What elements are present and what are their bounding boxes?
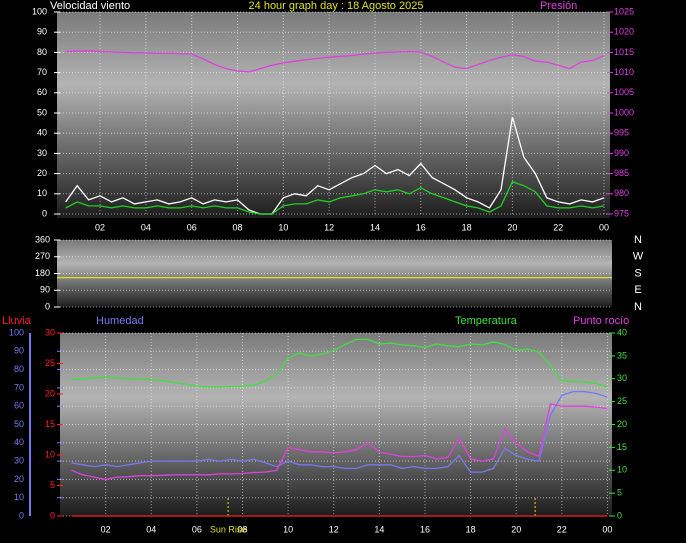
- y2-tick-label: 20: [45, 388, 55, 398]
- y-tick-label: 0: [45, 301, 50, 311]
- x-tick-label: 08: [237, 524, 247, 534]
- x-tick-label: 04: [141, 222, 151, 232]
- y-tick-label: 270: [35, 251, 50, 261]
- y-tick-label: 90: [40, 285, 50, 295]
- series-line: [65, 50, 605, 73]
- x-tick-label: 06: [192, 524, 202, 534]
- y2-tick-label: 30: [45, 327, 55, 337]
- compass-label: S: [634, 267, 641, 279]
- y-tick-label: 90: [14, 346, 24, 356]
- series-line: [71, 338, 608, 388]
- y-tick-label: 70: [37, 67, 47, 77]
- y-tick-label: 30: [14, 455, 24, 465]
- y3-tick-label: 25: [617, 396, 627, 406]
- y-tick-label: 20: [37, 168, 47, 178]
- y-tick-label: 60: [37, 87, 47, 97]
- y2-tick-label: 1000: [614, 107, 634, 117]
- y3-tick-label: 0: [617, 510, 622, 520]
- compass-label: E: [634, 284, 641, 296]
- y-tick-label: 70: [14, 382, 24, 392]
- y-tick-label: 180: [35, 268, 50, 278]
- x-tick-label: 14: [374, 524, 384, 534]
- y2-tick-label: 1005: [614, 87, 634, 97]
- y2-tick-label: 1020: [614, 27, 634, 37]
- wind-label: Velocidad viento: [50, 0, 130, 12]
- x-tick-label: 02: [95, 222, 105, 232]
- x-tick-label: 22: [557, 524, 567, 534]
- y2-tick-label: 1025: [614, 6, 634, 16]
- y-tick-label: 100: [32, 6, 47, 16]
- y2-tick-label: 990: [614, 148, 629, 158]
- y-tick-label: 50: [37, 107, 47, 117]
- legend-label: Humedad: [96, 315, 144, 327]
- y3-tick-label: 35: [617, 350, 627, 360]
- x-tick-label: 16: [416, 222, 426, 232]
- x-tick-label: 10: [283, 524, 293, 534]
- y-tick-label: 40: [37, 128, 47, 138]
- y2-tick-label: 975: [614, 208, 629, 218]
- y-tick-label: 20: [14, 474, 24, 484]
- y2-tick-label: 1010: [614, 67, 634, 77]
- x-tick-label: 00: [602, 524, 612, 534]
- y3-tick-label: 20: [617, 419, 627, 429]
- y-tick-label: 0: [42, 208, 47, 218]
- legend-label: Temperatura: [455, 315, 518, 327]
- x-tick-label: 18: [462, 222, 472, 232]
- y3-tick-label: 15: [617, 442, 627, 452]
- y3-tick-label: 40: [617, 327, 627, 337]
- x-tick-label: 02: [101, 524, 111, 534]
- pressure-label: Presión: [540, 0, 577, 12]
- y2-tick-label: 980: [614, 188, 629, 198]
- y-tick-label: 0: [19, 510, 24, 520]
- y-tick-label: 80: [37, 47, 47, 57]
- series-line: [71, 403, 608, 481]
- y2-tick-label: 15: [45, 419, 55, 429]
- x-tick-label: 10: [278, 222, 288, 232]
- annotation: Sun Rise: [210, 524, 247, 534]
- y2-tick-label: 1015: [614, 47, 634, 57]
- x-tick-label: 04: [146, 524, 156, 534]
- legend-label: Lluvia: [2, 315, 32, 327]
- x-tick-label: 12: [324, 222, 334, 232]
- chart-title: 24 hour graph day : 18 Agosto 2025: [249, 0, 424, 12]
- series-line: [65, 180, 605, 215]
- x-tick-label: 08: [233, 222, 243, 232]
- y2-tick-label: 995: [614, 128, 629, 138]
- y3-tick-label: 10: [617, 465, 627, 475]
- y-tick-label: 60: [14, 401, 24, 411]
- compass-label: N: [634, 234, 642, 246]
- x-tick-label: 20: [507, 222, 517, 232]
- compass-label: N: [634, 301, 642, 313]
- y2-tick-label: 0: [50, 510, 55, 520]
- y-tick-label: 30: [37, 148, 47, 158]
- series-line: [65, 116, 605, 215]
- x-tick-label: 20: [511, 524, 521, 534]
- series-line: [71, 390, 608, 473]
- x-tick-label: 22: [553, 222, 563, 232]
- x-tick-label: 00: [599, 222, 609, 232]
- x-tick-label: 16: [420, 524, 430, 534]
- y2-tick-label: 10: [45, 449, 55, 459]
- y-tick-label: 10: [14, 492, 24, 502]
- y-tick-label: 50: [14, 419, 24, 429]
- y-tick-label: 90: [37, 27, 47, 37]
- x-tick-label: 06: [187, 222, 197, 232]
- y3-tick-label: 30: [617, 373, 627, 383]
- y-tick-label: 40: [14, 437, 24, 447]
- y2-tick-label: 985: [614, 168, 629, 178]
- y-tick-label: 80: [14, 364, 24, 374]
- y-tick-label: 100: [9, 327, 24, 337]
- legend-label: Punto rocío: [573, 315, 629, 327]
- y2-tick-label: 25: [45, 358, 55, 368]
- compass-label: W: [633, 251, 644, 263]
- y-tick-label: 10: [37, 188, 47, 198]
- x-tick-label: 12: [329, 524, 339, 534]
- x-tick-label: 18: [466, 524, 476, 534]
- y2-tick-label: 5: [50, 480, 55, 490]
- x-tick-label: 14: [370, 222, 380, 232]
- y-tick-label: 360: [35, 234, 50, 244]
- y3-tick-label: 5: [617, 488, 622, 498]
